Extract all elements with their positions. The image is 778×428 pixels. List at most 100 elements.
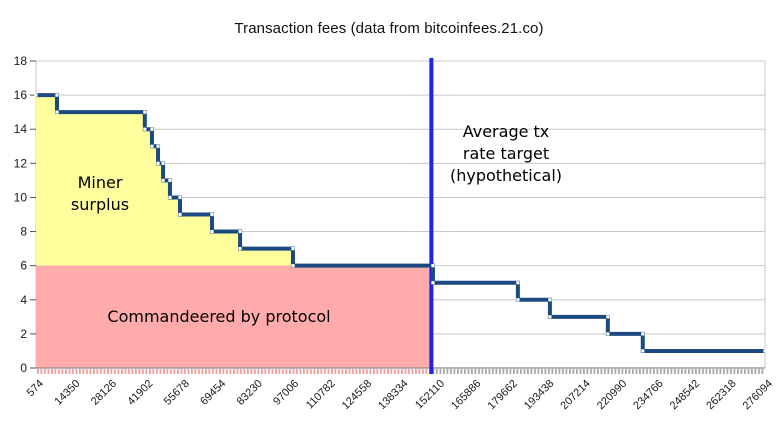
x-minor-tick [446,369,449,374]
x-minor-tick [327,369,330,374]
target-rate-label: Average tx rate target (hypothetical) [423,121,589,187]
x-minor-tick [292,369,295,374]
x-minor-tick [520,369,522,374]
data-point-marker [548,298,552,302]
x-minor-tick [313,369,316,374]
x-minor-tick [166,369,169,374]
x-minor-tick [607,369,610,374]
x-minor-tick [667,369,669,374]
x-minor-tick [751,369,753,374]
x-minor-tick [499,369,501,374]
data-point-marker [150,127,154,131]
data-point-marker [431,264,435,268]
x-minor-tick [180,369,183,374]
x-minor-tick [215,369,218,374]
x-minor-tick [44,369,46,374]
x-minor-tick [352,369,354,374]
x-minor-tick [394,369,396,374]
x-minor-tick [548,369,550,374]
x-minor-tick [387,369,389,374]
x-minor-tick [331,369,333,374]
x-minor-tick [562,369,564,374]
x-tick-label-110782: 110782 [304,378,338,412]
y-tick-label-8: 8 [20,225,27,239]
x-minor-tick [551,369,554,374]
x-minor-tick [75,369,78,374]
x-minor-tick [194,369,197,374]
x-minor-tick [345,369,347,374]
x-minor-tick [303,369,305,374]
x-minor-tick [513,369,515,374]
x-minor-tick [481,369,484,374]
x-minor-tick [128,369,130,374]
data-point-marker [168,178,172,182]
x-minor-tick [618,369,620,374]
x-minor-tick [229,369,232,374]
x-minor-tick [250,369,253,374]
x-tick-label-262318: 262318 [704,378,738,412]
y-tick-label-10: 10 [14,190,28,204]
x-minor-tick [366,369,368,374]
x-minor-tick [369,369,372,374]
x-minor-tick [418,369,421,374]
x-minor-tick [152,369,155,374]
x-minor-tick [121,369,123,374]
data-point-marker [34,93,38,97]
x-minor-tick [716,369,718,374]
x-minor-tick [558,369,561,374]
x-minor-tick [726,369,729,374]
x-minor-tick [159,369,162,374]
x-tick-label-574: 574 [25,378,46,399]
commandeered-area [36,265,432,368]
y-tick-label-6: 6 [20,259,27,273]
x-minor-tick [177,369,179,374]
x-minor-tick [628,369,631,374]
x-minor-tick [275,369,277,374]
data-point-marker [238,247,242,251]
data-point-marker [161,161,165,165]
y-tick-label-18: 18 [14,54,28,68]
x-minor-tick [37,369,39,374]
data-point-marker [606,315,610,319]
x-minor-tick [233,369,235,374]
y-tick-label-0: 0 [20,361,27,375]
x-minor-tick [443,369,445,374]
target-rate-line1: Average tx [462,122,550,141]
x-minor-tick [401,369,403,374]
data-point-marker [143,127,147,131]
x-minor-tick [719,369,722,374]
x-minor-tick [191,369,193,374]
x-minor-tick [390,369,393,374]
x-minor-tick [432,369,435,374]
x-minor-tick [282,369,284,374]
x-minor-tick [509,369,512,374]
x-minor-tick [54,369,57,374]
miner-surplus-line1: Miner [77,173,123,192]
x-minor-tick [247,369,249,374]
data-point-marker [548,315,552,319]
x-minor-tick [723,369,725,374]
data-point-marker [641,349,645,353]
x-minor-tick [730,369,732,374]
target-rate-line2: rate target [462,144,550,163]
x-tick-label-83230: 83230 [235,378,265,408]
x-tick-label-138334: 138334 [376,378,410,412]
x-minor-tick [187,369,190,374]
x-minor-tick [61,369,64,374]
x-minor-tick [124,369,127,374]
x-minor-tick [58,369,60,374]
x-minor-tick [695,369,697,374]
data-point-marker [516,281,520,285]
x-minor-tick [149,369,151,374]
x-minor-tick [534,369,536,374]
x-minor-tick [754,369,757,374]
x-minor-tick [555,369,557,374]
x-minor-tick [380,369,382,374]
x-minor-tick [317,369,319,374]
x-tick-label-152110: 152110 [413,378,447,412]
data-point-marker [161,178,165,182]
x-minor-tick [747,369,750,374]
x-minor-tick [65,369,67,374]
x-minor-tick [544,369,547,374]
miner-surplus-line2: surplus [70,195,130,214]
